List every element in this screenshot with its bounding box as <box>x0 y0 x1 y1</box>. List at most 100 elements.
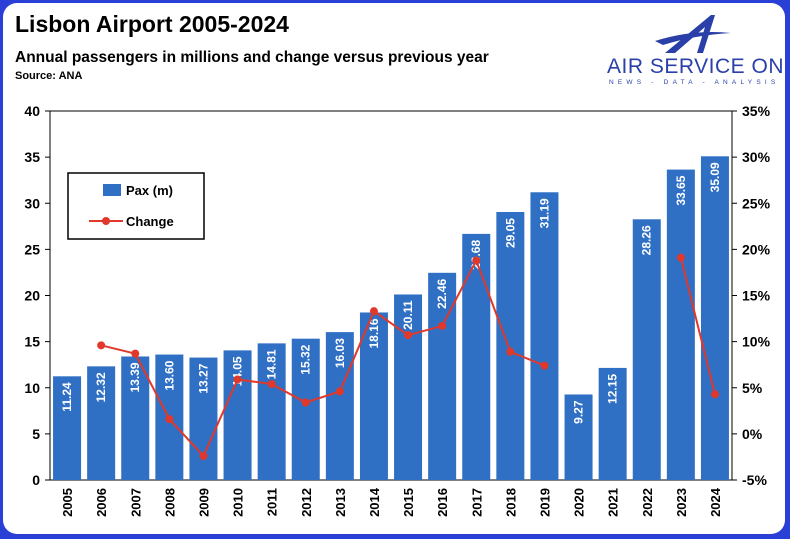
bar-2005 <box>53 376 82 480</box>
change-point-2013 <box>335 387 344 396</box>
bar-data-label: 16.03 <box>333 338 347 368</box>
left-axis-tick-label: 20 <box>24 288 40 304</box>
change-point-2017 <box>472 256 481 265</box>
change-point-2014 <box>369 307 378 316</box>
x-axis-tick-label: 2023 <box>674 488 689 517</box>
page-title: Lisbon Airport 2005-2024 <box>15 11 289 37</box>
chart-frame: 11.24 12.32 13.39 13.60 13.27 14.05 14.81 15.32… <box>3 3 785 534</box>
change-point-2012 <box>301 398 310 407</box>
change-point-2011 <box>267 380 276 389</box>
legend: Pax (m) Change <box>67 172 205 240</box>
bar-data-label: 33.65 <box>674 175 688 205</box>
right-axis-tick-label: -5% <box>742 472 767 488</box>
change-point-2018 <box>506 347 515 356</box>
change-point-2007 <box>131 349 140 358</box>
x-axis-tick-label: 2013 <box>333 488 348 517</box>
right-axis-tick-label: 20% <box>742 241 771 257</box>
x-axis-tick-label: 2011 <box>265 488 280 516</box>
logo-text: AIR SERVICE ONE <box>607 55 785 78</box>
bar-2023 <box>666 169 695 481</box>
legend-pax-label: Pax (m) <box>126 183 173 198</box>
change-point-2019 <box>540 361 549 370</box>
bar-2020 <box>564 394 593 480</box>
right-axis-tick-label: 35% <box>742 103 771 119</box>
logo-tagline: NEWS - DATA - ANALYSIS <box>609 79 780 86</box>
bar-2012 <box>291 338 320 480</box>
change-point-2008 <box>165 415 174 424</box>
bar-2022 <box>632 219 661 480</box>
ticks: 0 5 10 15 20 25 30 35 40 -5% 0% 5% 10% 15% 20% 25% 30% 35… <box>24 103 770 517</box>
bar-data-label: 9.27 <box>572 400 586 424</box>
bar-2019 <box>530 192 559 480</box>
x-axis-tick-label: 2017 <box>469 488 484 517</box>
bar-data-label: 35.09 <box>708 162 722 192</box>
change-point-2016 <box>438 321 447 330</box>
chart-canvas: 11.24 12.32 13.39 13.60 13.27 14.05 14.81 15.32… <box>24 103 770 517</box>
legend-change-marker <box>102 217 110 225</box>
bar-data-label: 12.15 <box>606 374 620 404</box>
left-axis-tick-label: 25 <box>24 241 40 257</box>
bar-data-label: 29.05 <box>503 218 517 248</box>
logo-swoosh-icon <box>655 32 731 45</box>
bars <box>53 156 729 481</box>
change-point-2006 <box>97 341 106 350</box>
x-axis-tick-label: 2015 <box>401 488 416 517</box>
plot-area-border <box>49 110 733 481</box>
legend-pax-swatch <box>103 184 121 196</box>
right-axis-tick-label: 25% <box>742 195 771 211</box>
x-axis-tick-label: 2019 <box>537 488 552 517</box>
bar-2015 <box>394 294 423 480</box>
bar-2021 <box>598 367 627 480</box>
x-axis-tick-label: 2007 <box>128 488 143 517</box>
change-point-2015 <box>404 331 413 340</box>
bar-2011 <box>257 343 286 480</box>
legend-box <box>67 172 205 240</box>
x-axis-tick-label: 2021 <box>606 488 621 517</box>
bar-2013 <box>325 332 354 480</box>
bar-data-label: 28.26 <box>640 225 654 255</box>
bar-data-label: 12.32 <box>94 372 108 402</box>
left-axis-tick-label: 5 <box>32 426 40 442</box>
change-line-segment <box>679 257 716 395</box>
bar-2014 <box>359 312 388 480</box>
left-axis-tick-label: 0 <box>32 472 40 488</box>
left-axis-tick-label: 15 <box>24 334 40 350</box>
left-axis-tick-label: 10 <box>24 380 40 396</box>
x-axis-tick-label: 2012 <box>299 488 314 517</box>
x-axis-tick-label: 2014 <box>367 487 382 517</box>
change-point-2023 <box>676 253 685 262</box>
change-point-2010 <box>233 375 242 384</box>
air-service-one-logo <box>655 15 731 53</box>
bar-data-label: 18.16 <box>367 318 381 348</box>
bar-2006 <box>87 366 116 480</box>
right-axis-tick-label: 10% <box>742 334 771 350</box>
chart-subtitle: Annual passengers in millions and change… <box>15 49 489 66</box>
x-axis-tick-label: 2005 <box>60 488 75 517</box>
change-point-2024 <box>710 390 719 399</box>
bar-data-label: 13.27 <box>196 363 210 393</box>
bar-2010 <box>223 350 252 480</box>
bar-2024 <box>700 156 729 481</box>
bar-2017 <box>462 233 491 480</box>
change-point-2009 <box>199 452 208 461</box>
x-axis-tick-label: 2020 <box>572 488 587 517</box>
bar-data-label: 13.39 <box>128 362 142 392</box>
bar-data-label: 11.24 <box>60 382 74 412</box>
left-axis-tick-label: 30 <box>24 195 40 211</box>
right-axis-tick-label: 15% <box>742 288 771 304</box>
change-line <box>97 253 719 461</box>
x-axis-tick-label: 2018 <box>503 488 518 517</box>
bar-data-label: 22.46 <box>435 278 449 308</box>
bar-data-label: 15.32 <box>299 344 313 374</box>
x-axis-tick-label: 2022 <box>640 488 655 517</box>
x-axis-tick-label: 2008 <box>162 488 177 517</box>
left-axis-tick-label: 40 <box>24 103 40 119</box>
bar-2007 <box>121 356 150 480</box>
x-axis-tick-label: 2016 <box>435 488 450 517</box>
right-axis-tick-label: 5% <box>742 380 763 396</box>
right-axis-tick-label: 0% <box>742 426 763 442</box>
bar-data-label: 26.68 <box>469 240 483 270</box>
chart-source: Source: ANA <box>15 70 83 82</box>
change-line-segment <box>100 257 545 458</box>
bar-data-label: 13.60 <box>162 360 176 390</box>
